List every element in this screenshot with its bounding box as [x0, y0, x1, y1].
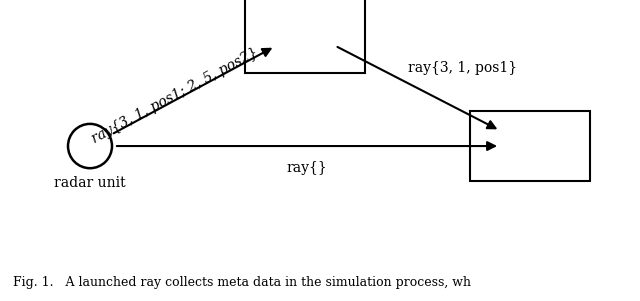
- Text: Mesh: 2
triangle: 5: Mesh: 2 triangle: 5: [265, 12, 346, 49]
- Text: Fig. 1.   A launched ray collects meta data in the simulation process, wh: Fig. 1. A launched ray collects meta dat…: [13, 276, 471, 289]
- Text: ray{3, 1, pos1}: ray{3, 1, pos1}: [408, 61, 517, 75]
- Text: ray{}: ray{}: [287, 161, 328, 175]
- Text: ray{3, 1, pos1; 2, 5, pos2}: ray{3, 1, pos1; 2, 5, pos2}: [90, 45, 260, 146]
- FancyBboxPatch shape: [245, 0, 365, 73]
- Text: radar unit: radar unit: [54, 176, 126, 190]
- FancyBboxPatch shape: [470, 111, 590, 181]
- Text: Mesh: 3
triangle: 1: Mesh: 3 triangle: 1: [490, 128, 570, 164]
